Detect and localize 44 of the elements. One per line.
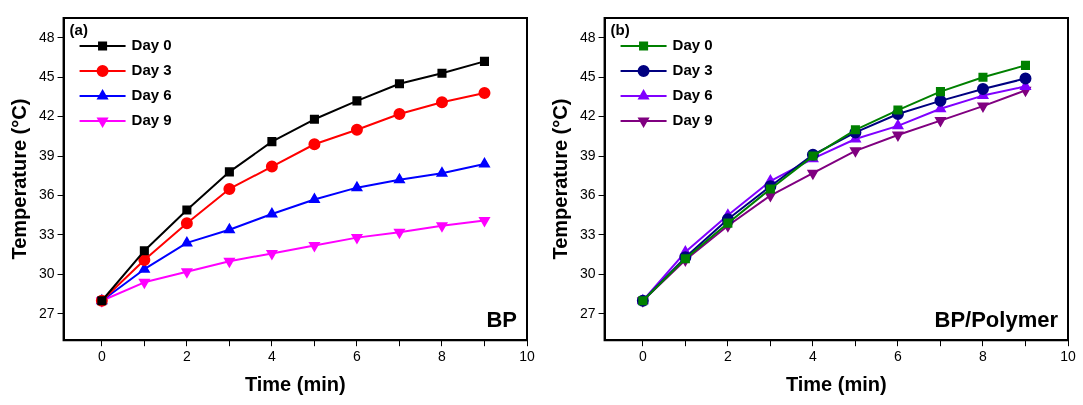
x-tick-label: 10 xyxy=(1060,348,1076,365)
y-tick-label: 33 xyxy=(38,225,55,242)
x-tick-label: 8 xyxy=(438,348,447,365)
legend-label: Day 3 xyxy=(672,61,713,79)
legend-label: Day 9 xyxy=(131,111,172,129)
x-tick-label: 6 xyxy=(353,348,362,365)
y-tick-label: 48 xyxy=(579,28,596,45)
legend-label: Day 6 xyxy=(672,86,713,104)
y-axis-title: Temperature (°C) xyxy=(7,98,30,260)
legend-label: Day 3 xyxy=(131,61,172,79)
y-tick-label: 27 xyxy=(579,304,596,321)
legend-label: Day 0 xyxy=(131,36,172,54)
x-axis-title: Time (min) xyxy=(785,372,887,395)
x-tick-label: 2 xyxy=(182,348,191,365)
x-tick-label: 6 xyxy=(894,348,903,365)
annotation: BP/Polymer xyxy=(934,307,1059,333)
legend-label: Day 0 xyxy=(672,36,713,54)
x-tick-label: 4 xyxy=(268,348,276,365)
legend-label: Day 6 xyxy=(131,86,172,104)
y-tick-label: 33 xyxy=(579,225,596,242)
x-tick-label: 4 xyxy=(809,348,817,365)
y-tick-label: 48 xyxy=(38,28,55,45)
x-tick-label: 8 xyxy=(979,348,988,365)
y-tick-label: 45 xyxy=(579,68,596,85)
x-tick-label: 0 xyxy=(638,348,647,365)
y-tick-label: 30 xyxy=(579,265,596,282)
y-tick-label: 45 xyxy=(38,68,55,85)
y-tick-label: 36 xyxy=(579,186,596,203)
y-tick-label: 39 xyxy=(38,146,55,163)
annotation: BP xyxy=(486,307,517,333)
annotation: (a) xyxy=(69,20,88,38)
y-tick-label: 30 xyxy=(38,265,55,282)
y-tick-label: 27 xyxy=(38,304,55,321)
y-axis-title: Temperature (°C) xyxy=(548,98,571,260)
y-tick-label: 42 xyxy=(579,107,596,124)
x-tick-label: 2 xyxy=(723,348,732,365)
y-tick-label: 36 xyxy=(38,186,55,203)
y-tick-label: 42 xyxy=(38,107,55,124)
y-tick-label: 39 xyxy=(579,146,596,163)
x-tick-label: 0 xyxy=(97,348,106,365)
legend-label: Day 9 xyxy=(672,111,713,129)
x-tick-label: 10 xyxy=(519,348,535,365)
x-axis-title: Time (min) xyxy=(244,372,346,395)
annotation: (b) xyxy=(610,20,630,38)
